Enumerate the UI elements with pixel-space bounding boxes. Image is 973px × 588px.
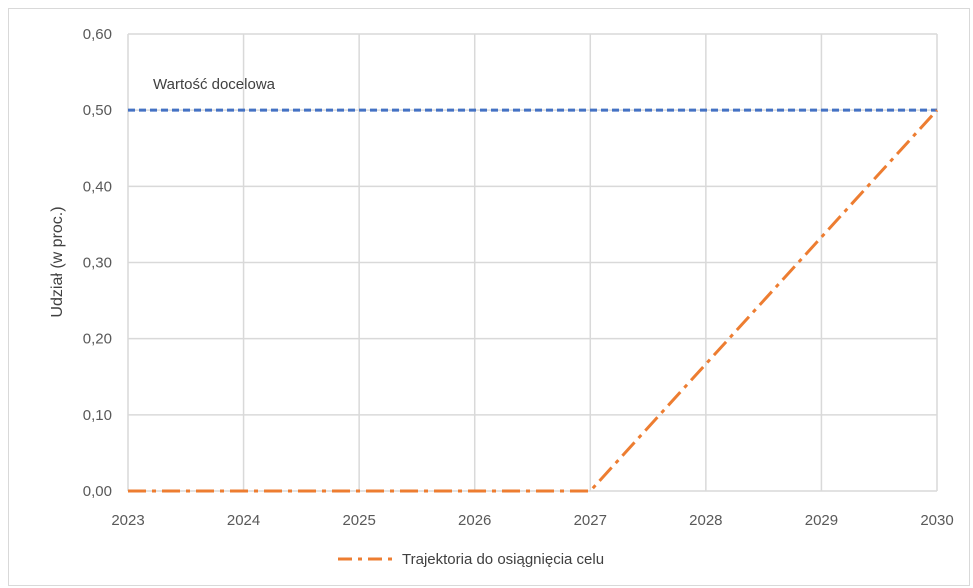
gridlines <box>127 33 938 492</box>
x-tick-label: 2029 <box>805 512 838 529</box>
reference-lines: Wartość docelowa <box>128 76 937 112</box>
x-tick-label: 2024 <box>227 512 260 529</box>
y-tick-label: 0,00 <box>83 483 112 500</box>
y-tick-label: 0,60 <box>83 26 112 43</box>
x-axis-ticks: 2023 2024 2025 2026 2027 2028 2029 2030 <box>111 512 953 529</box>
x-tick-label: 2025 <box>342 512 375 529</box>
x-tick-label: 2030 <box>920 512 953 529</box>
legend: Trajektoria do osiągnięcia celu <box>338 551 604 568</box>
series-line-trajectory <box>128 109 939 493</box>
x-tick-label: 2028 <box>689 512 722 529</box>
x-tick-label: 2026 <box>458 512 491 529</box>
series-lines <box>128 109 939 493</box>
y-tick-label: 0,10 <box>83 407 112 424</box>
x-tick-label: 2027 <box>574 512 607 529</box>
y-tick-label: 0,20 <box>83 331 112 348</box>
y-axis-ticks: 0,00 0,10 0,20 0,30 0,40 0,50 0,60 <box>83 26 112 500</box>
y-tick-label: 0,40 <box>83 178 112 195</box>
target-value-label: Wartość docelowa <box>153 76 276 93</box>
legend-label: Trajektoria do osiągnięcia celu <box>402 551 604 568</box>
x-tick-label: 2023 <box>111 512 144 529</box>
y-tick-label: 0,30 <box>83 255 112 272</box>
y-axis-title: Udział (w proc.) <box>49 206 66 317</box>
y-tick-label: 0,50 <box>83 102 112 119</box>
